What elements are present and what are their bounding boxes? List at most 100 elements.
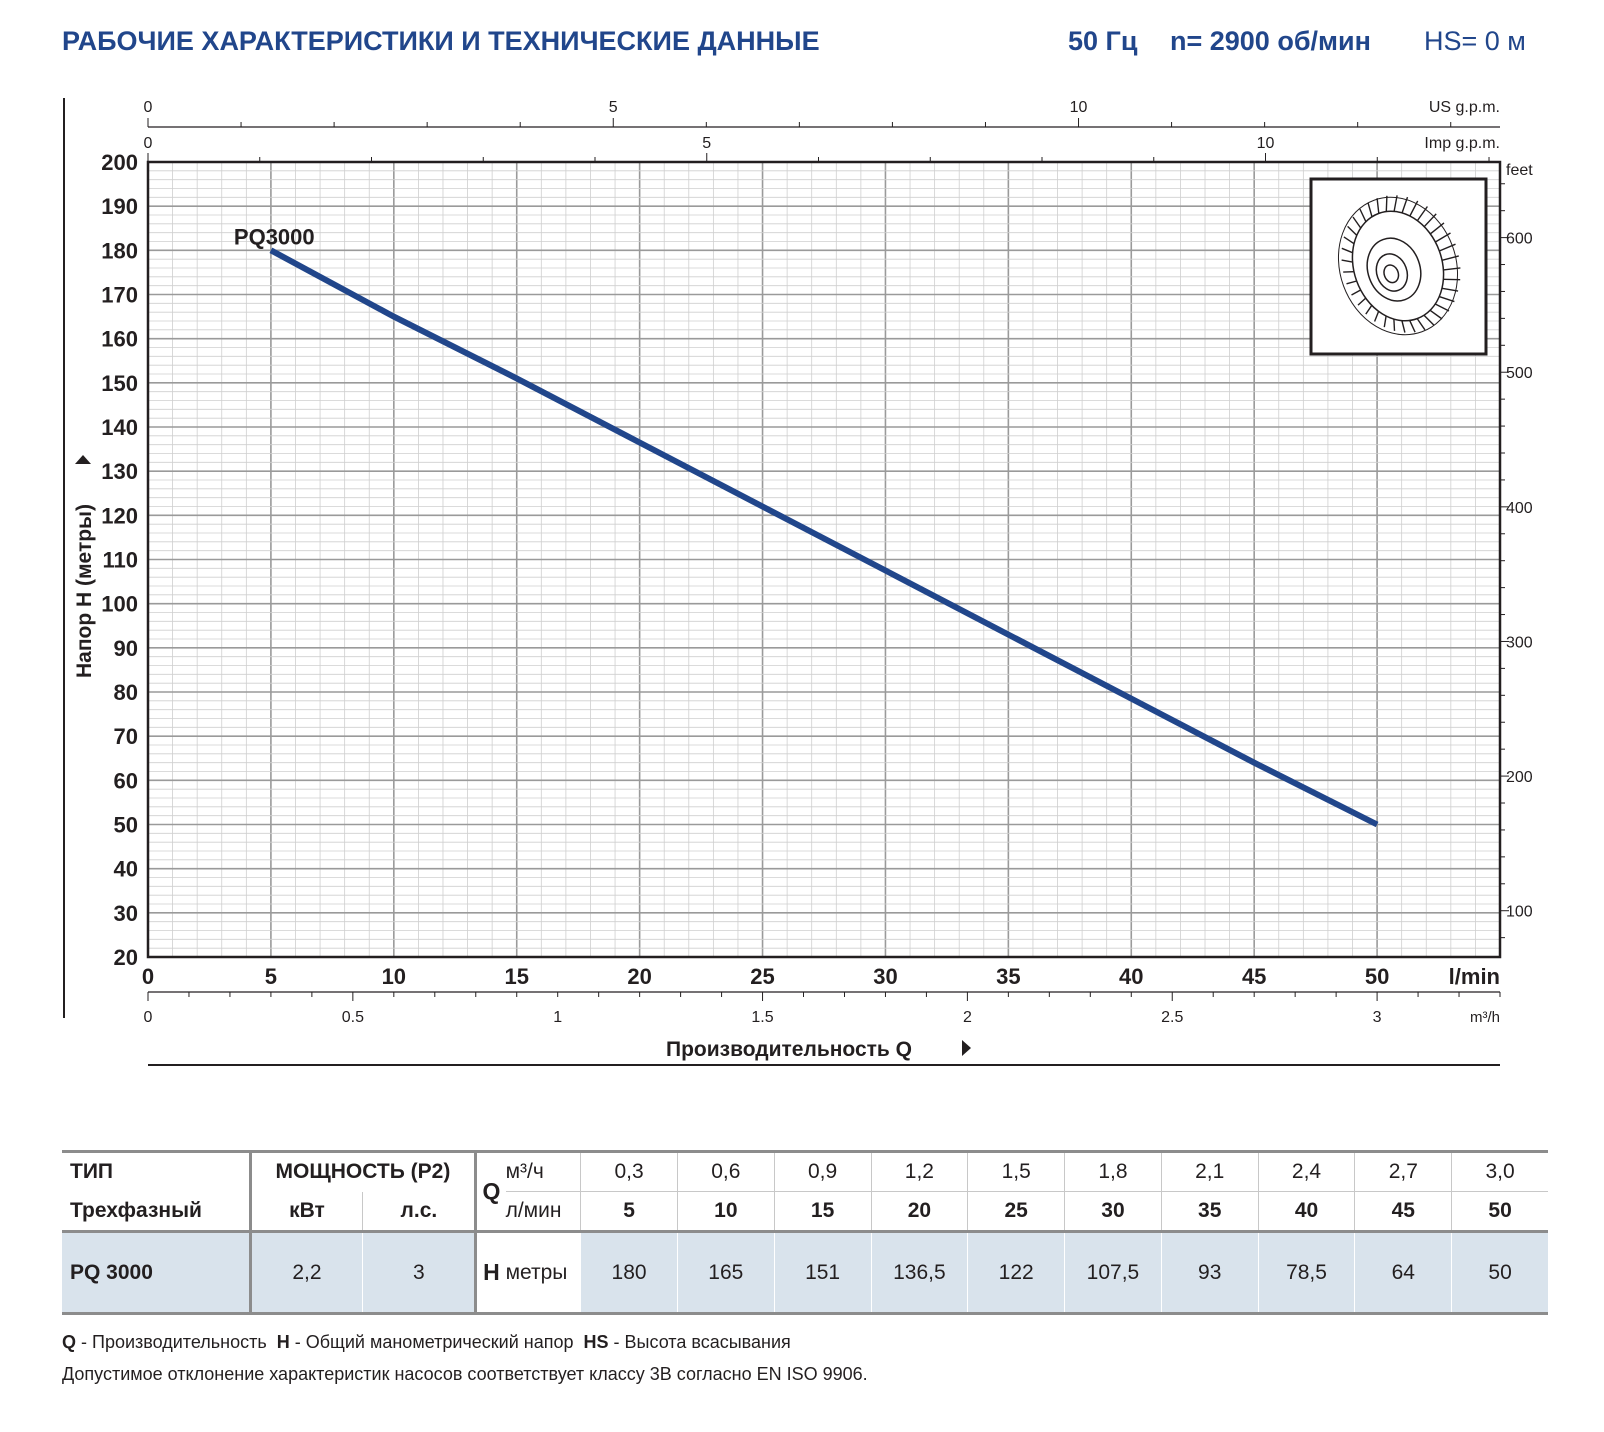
power-label: МОЩНОСТЬ (P2) <box>248 1150 476 1192</box>
impeller-blade <box>1416 318 1426 331</box>
x-tick-label: 30 <box>873 964 897 989</box>
impeller-blade <box>1435 232 1451 243</box>
y-tick-label: 60 <box>114 768 138 793</box>
head-cell: 136,5 <box>870 1231 968 1315</box>
impeller-blade <box>1434 303 1450 312</box>
feet-tick-label: 500 <box>1506 365 1533 382</box>
x-tick-label: 10 <box>382 964 406 989</box>
head-cell: 122 <box>967 1231 1065 1315</box>
flow-m3h-cell: 1,8 <box>1064 1150 1162 1192</box>
legend-h-key: H <box>276 1332 290 1352</box>
flow-m3h-cell: 2,7 <box>1354 1150 1452 1192</box>
impeller-blade <box>1401 320 1406 333</box>
flow-lmin-cell: 30 <box>1064 1191 1162 1233</box>
impeller-blade <box>1352 216 1362 229</box>
page-title: РАБОЧИЕ ХАРАКТЕРИСТИКИ И ТЕХНИЧЕСКИЕ ДАН… <box>62 26 820 56</box>
x-tick-label: 35 <box>996 964 1020 989</box>
y-tick-label: 180 <box>101 238 138 263</box>
flow-m3h-cell: 1,5 <box>967 1150 1065 1192</box>
y-tick-label: 150 <box>101 371 138 396</box>
impeller-blade <box>1439 243 1456 252</box>
flow-lmin-cell: 5 <box>580 1191 678 1233</box>
x-axis-label: Производительность Q <box>666 1038 912 1061</box>
suction-label: HS= 0 м <box>1424 26 1526 56</box>
m3h-tick-label: 1.5 <box>751 1009 773 1026</box>
y-tick-label: 30 <box>114 901 138 926</box>
speed-label: n= 2900 об/мин <box>1170 26 1371 56</box>
x-tick-label: 0 <box>142 964 154 989</box>
impeller-blade <box>1376 198 1380 214</box>
flow-m3h-cell: 1,2 <box>870 1150 968 1192</box>
y-tick-label: 190 <box>101 194 138 219</box>
h-label: H <box>474 1231 506 1315</box>
impeller-blade <box>1393 319 1396 331</box>
legend-h-text: - Общий манометрический напор <box>289 1332 574 1352</box>
power-kw: 2,2 <box>248 1231 363 1315</box>
x-tick-label: 45 <box>1242 964 1266 989</box>
feet-tick-label: 200 <box>1506 769 1533 786</box>
x-axis-arrow-icon <box>962 1040 971 1056</box>
m3h-tick-label: 0.5 <box>342 1009 364 1026</box>
power-hp: 3 <box>362 1231 476 1315</box>
series-pq3000: PQ3000 <box>234 224 1379 828</box>
table-header-row: ТИП МОЩНОСТЬ (P2) Q м³/ч 0,3 0,6 0,9 1,2… <box>62 1150 1548 1233</box>
type-label: ТИП <box>62 1150 251 1192</box>
y-tick-label: 140 <box>101 415 138 440</box>
impeller-blade <box>1359 208 1367 222</box>
legend-line: Q - Производительность H - Общий маномет… <box>62 1332 791 1353</box>
impeller-blade <box>1409 320 1416 333</box>
chart-labels: 2030405060708090100110120130140150160170… <box>101 99 1533 1026</box>
impeller-blade <box>1423 314 1435 326</box>
impeller-blade <box>1343 236 1355 245</box>
impeller-blade <box>1357 297 1367 306</box>
flow-m3h-cell: 2,1 <box>1160 1150 1259 1192</box>
us-gpm-tick-label: 0 <box>144 99 153 116</box>
head-cell: 50 <box>1451 1231 1548 1315</box>
feet-tick-label: 300 <box>1506 634 1533 651</box>
impeller-blade <box>1365 304 1373 315</box>
impeller-inset <box>1309 177 1488 356</box>
y-tick-label: 170 <box>101 283 138 308</box>
y-tick-label: 50 <box>114 813 138 838</box>
flow-m3h-cell: 0,6 <box>676 1150 775 1192</box>
kw-label: кВт <box>248 1191 363 1233</box>
chart-grid <box>147 161 1501 958</box>
flow-m3h-cell: 2,4 <box>1257 1150 1355 1192</box>
imp-gpm-tick-label: 10 <box>1257 135 1275 152</box>
impeller-blade <box>1393 195 1398 212</box>
legend-hs-key: HS <box>583 1332 609 1352</box>
m3h-tick-label: 1 <box>553 1009 562 1026</box>
phase-label: Трехфазный <box>62 1191 251 1233</box>
x-tick-label: 15 <box>504 964 528 989</box>
y-tick-label: 90 <box>114 636 138 661</box>
x-tick-label: 40 <box>1119 964 1143 989</box>
y-tick-label: 110 <box>103 548 139 573</box>
flow-lmin-cell: 15 <box>773 1191 871 1233</box>
impeller-icon <box>1337 195 1461 336</box>
table-row: PQ 3000 2,2 3 H метры 180 165 151 136,5 … <box>62 1231 1548 1315</box>
us-gpm-unit-label: US g.p.m. <box>1429 99 1500 116</box>
flow-m3h-cell: 0,3 <box>580 1150 678 1192</box>
x-tick-label: 25 <box>750 964 774 989</box>
x-unit-label: l/min <box>1449 964 1500 989</box>
imp-gpm-tick-label: 0 <box>144 135 153 152</box>
pump-curve-chart: 2030405060708090100110120130140150160170… <box>63 98 1533 1066</box>
h-unit: метры <box>505 1231 581 1315</box>
q-label: Q <box>474 1150 506 1233</box>
y-tick-label: 200 <box>101 150 138 175</box>
impeller-blade <box>1373 311 1380 322</box>
x-tick-label: 20 <box>627 964 651 989</box>
m3h-tick-label: 3 <box>1373 1009 1382 1026</box>
y-tick-label: 130 <box>101 459 138 484</box>
impeller-blade <box>1385 195 1388 212</box>
impeller-frame <box>1309 177 1488 356</box>
impeller-rim <box>1337 196 1459 336</box>
flow-m3h-cell: 0,9 <box>773 1150 871 1192</box>
feet-tick-label: 400 <box>1506 500 1533 517</box>
imp-gpm-tick-label: 5 <box>702 135 711 152</box>
flow-lmin-cell: 35 <box>1160 1191 1259 1233</box>
m3h-tick-label: 2 <box>963 1009 972 1026</box>
feet-tick-label: 600 <box>1506 231 1533 248</box>
impeller-blade <box>1346 280 1357 285</box>
chart-ticks <box>147 118 1509 1001</box>
